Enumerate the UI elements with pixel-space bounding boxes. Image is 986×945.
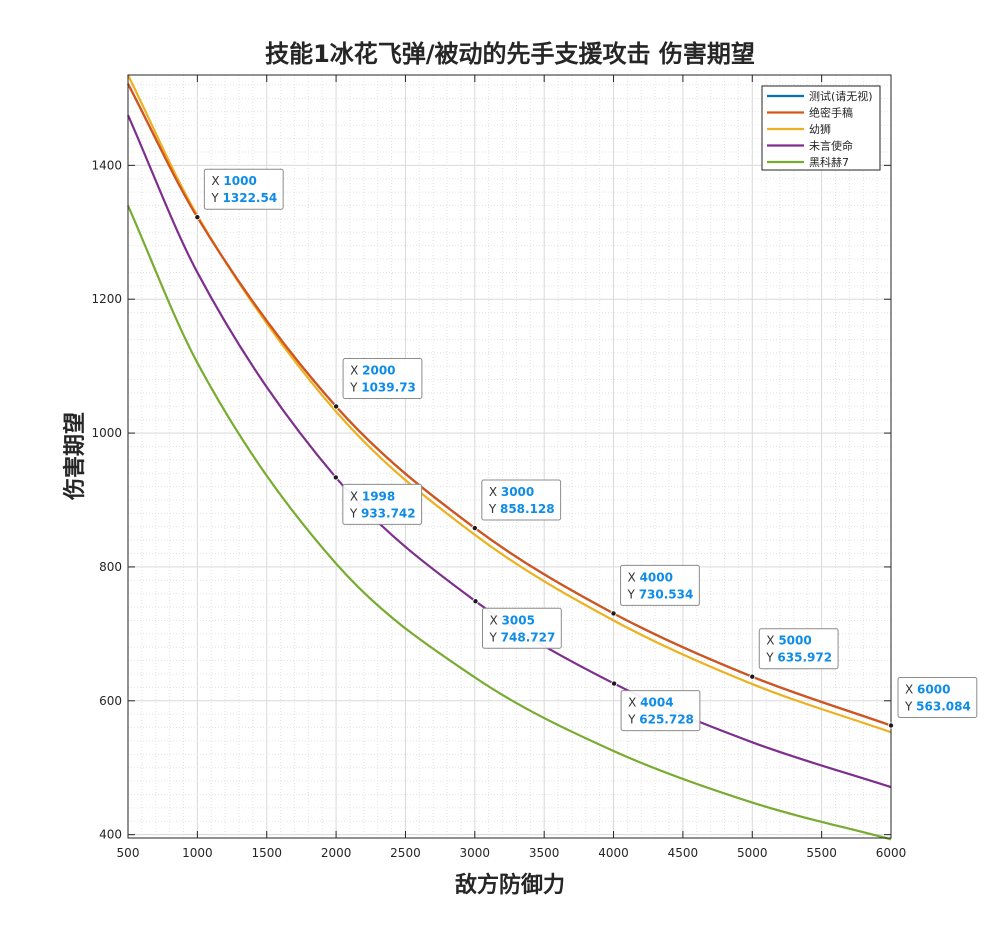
x-tick-label: 500 xyxy=(117,846,140,860)
axes xyxy=(127,74,892,839)
x-tick-label: 1000 xyxy=(182,846,213,860)
legend-label: 绝密手稿 xyxy=(809,106,853,120)
datatip-marker xyxy=(333,403,340,410)
datatip-x: X 4000 xyxy=(628,570,673,584)
datatip-x: X 2000 xyxy=(350,363,395,377)
y-tick-label: 1400 xyxy=(91,158,122,172)
datatip-x: X 6000 xyxy=(905,683,950,697)
datatip-box xyxy=(203,168,284,210)
datatip-y: Y 625.728 xyxy=(627,713,694,727)
series-line-3 xyxy=(126,114,892,789)
legend-label: 黑科赫7 xyxy=(809,155,849,169)
y-tick-label: 1200 xyxy=(91,292,122,306)
datatip-box xyxy=(481,479,562,521)
datatip-box xyxy=(620,690,701,732)
x-tick-label: 3000 xyxy=(460,846,491,860)
x-tick-label: 2000 xyxy=(321,846,352,860)
legend-box xyxy=(761,85,881,171)
legend-label: 幼狮 xyxy=(809,123,831,136)
y-tick-label: 1000 xyxy=(91,426,122,440)
datatip-box xyxy=(342,357,423,399)
datatip-marker xyxy=(749,673,756,680)
datatip-x: X 1998 xyxy=(350,489,395,503)
datatip-marker xyxy=(471,525,478,532)
datatip-y: Y 933.742 xyxy=(349,506,416,520)
y-tick-label: 800 xyxy=(99,560,122,574)
datatip-y: Y 635.972 xyxy=(765,651,832,665)
y-axis-label: 伤害期望 xyxy=(62,412,88,501)
datatip-box xyxy=(620,564,700,606)
legend-label: 测试(请无视) xyxy=(809,89,873,103)
datatip-marker xyxy=(888,722,895,729)
datatip-box xyxy=(342,483,423,525)
legend-label: 未言使命 xyxy=(809,139,853,153)
datatip-y: Y 1039.73 xyxy=(349,380,416,394)
y-tick-label: 400 xyxy=(99,828,122,842)
data-tips: X 1000 Y 1322.54 X 2000 Y 1039.73 X 1998 Y 93… xyxy=(194,168,978,732)
datatip-x: X 5000 xyxy=(766,634,811,648)
datatip-y: Y 563.084 xyxy=(904,700,971,714)
datatip-y: Y 858.128 xyxy=(488,502,555,516)
chart-title: 技能1冰花飞弹/被动的先手支援攻击 伤害期望 xyxy=(265,40,755,68)
datatip-box xyxy=(897,677,978,719)
datatip-x: X 3005 xyxy=(490,613,535,627)
x-axis-label: 敌方防御力 xyxy=(455,872,565,898)
series-line-4 xyxy=(126,205,892,841)
datatip-y: Y 730.534 xyxy=(627,587,694,601)
datatip-x: X 3000 xyxy=(489,485,534,499)
x-tick-label: 3500 xyxy=(529,846,560,860)
y-tick-label: 600 xyxy=(99,694,122,708)
datatip-x: X 1000 xyxy=(211,174,256,188)
tick-labels: 500 1000 1500 2000 2500 3000 3500 4000 4500 5000 5… xyxy=(91,158,906,860)
datatip-x: X 4004 xyxy=(628,696,673,710)
datatip-box xyxy=(482,607,562,649)
datatip-marker xyxy=(610,610,617,617)
datatip-marker xyxy=(332,474,339,481)
x-tick-label: 4500 xyxy=(668,846,699,860)
datatip-marker xyxy=(611,680,618,687)
x-tick-label: 5000 xyxy=(737,846,768,860)
x-tick-label: 4000 xyxy=(598,846,629,860)
datatip-box xyxy=(758,628,839,670)
datatip-y: Y 1322.54 xyxy=(210,191,277,205)
datatip-y: Y 748.727 xyxy=(489,630,556,644)
axes-box xyxy=(127,74,892,839)
datatip-marker xyxy=(194,214,201,221)
datatip-marker xyxy=(472,598,479,605)
x-tick-label: 2500 xyxy=(390,846,421,860)
x-tick-label: 6000 xyxy=(876,846,907,860)
x-tick-label: 5500 xyxy=(806,846,837,860)
x-tick-label: 1500 xyxy=(251,846,282,860)
